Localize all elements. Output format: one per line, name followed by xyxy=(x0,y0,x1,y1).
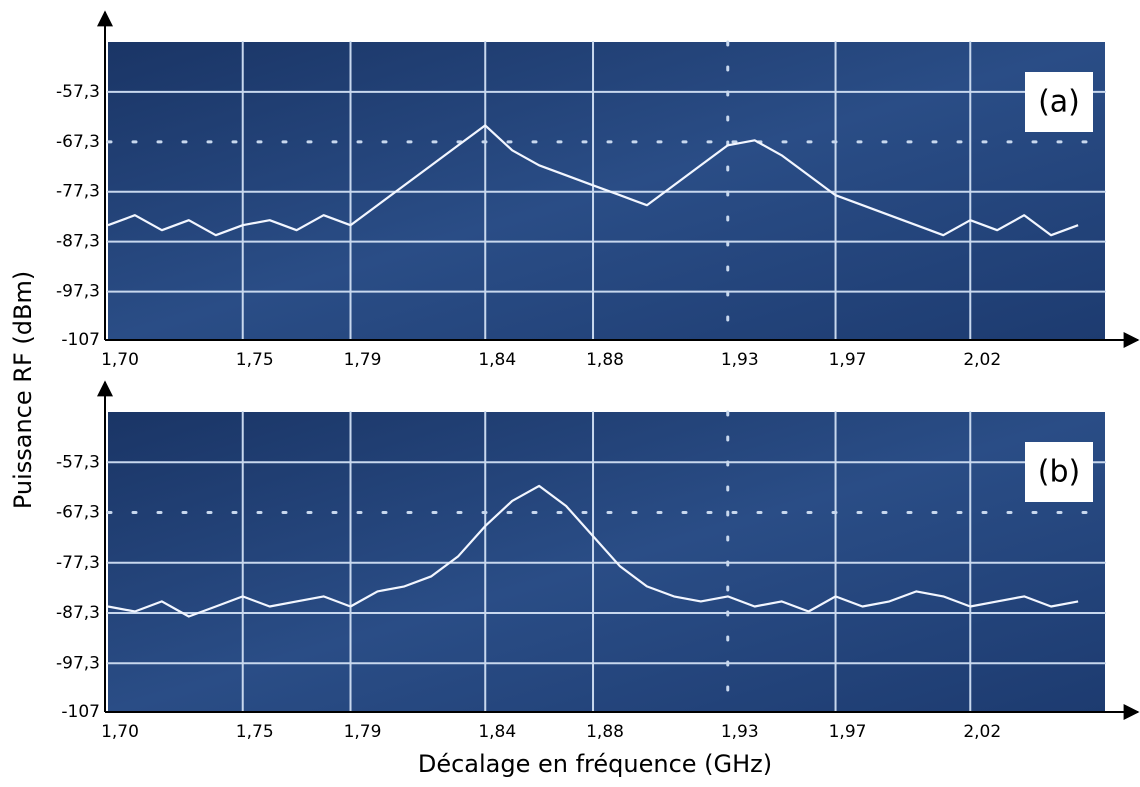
y-tick-label: -77,3 xyxy=(56,553,100,573)
x-tick-label: 1,70 xyxy=(101,722,139,742)
x-tick-label: 1,88 xyxy=(586,350,624,370)
x-tick-label: 1,70 xyxy=(101,350,139,370)
y-tick-label: -77,3 xyxy=(56,182,100,202)
y-tick-label: -97,3 xyxy=(56,653,100,673)
y-tick-label: -67,3 xyxy=(56,503,100,523)
x-tick-label: 1,88 xyxy=(586,722,624,742)
y-axis-title: Puissance RF (dBm) xyxy=(9,271,37,509)
x-tick-label: 1,93 xyxy=(721,350,759,370)
x-tick-label: 1,79 xyxy=(344,722,382,742)
y-tick-label: -97,3 xyxy=(56,282,100,302)
y-tick-label: -67,3 xyxy=(56,132,100,152)
panel-label: (b) xyxy=(1038,455,1080,490)
y-tick-label: -57,3 xyxy=(56,82,100,102)
x-tick-label: 2,02 xyxy=(963,350,1001,370)
x-axis-title: Décalage en fréquence (GHz) xyxy=(418,750,772,778)
spectrum-trace xyxy=(107,484,1079,618)
x-tick-label: 1,97 xyxy=(829,350,867,370)
y-tick-label: -87,3 xyxy=(56,603,100,623)
y-tick-label: -107 xyxy=(61,330,100,350)
y-tick-label: -57,3 xyxy=(56,452,100,472)
spectrum-trace xyxy=(107,124,1079,237)
x-tick-label: 1,84 xyxy=(478,350,516,370)
panel-label-box xyxy=(1025,72,1093,132)
x-tick-label: 1,93 xyxy=(721,722,759,742)
x-tick-label: 1,79 xyxy=(344,350,382,370)
y-tick-label: -107 xyxy=(61,702,100,722)
x-tick-label: 1,75 xyxy=(236,350,274,370)
y-tick-label: -87,3 xyxy=(56,232,100,252)
x-tick-label: 2,02 xyxy=(963,722,1001,742)
x-tick-label: 1,75 xyxy=(236,722,274,742)
x-tick-label: 1,97 xyxy=(829,722,867,742)
panel-label: (a) xyxy=(1038,85,1080,120)
x-tick-label: 1,84 xyxy=(478,722,516,742)
panel-label-box xyxy=(1025,442,1093,502)
